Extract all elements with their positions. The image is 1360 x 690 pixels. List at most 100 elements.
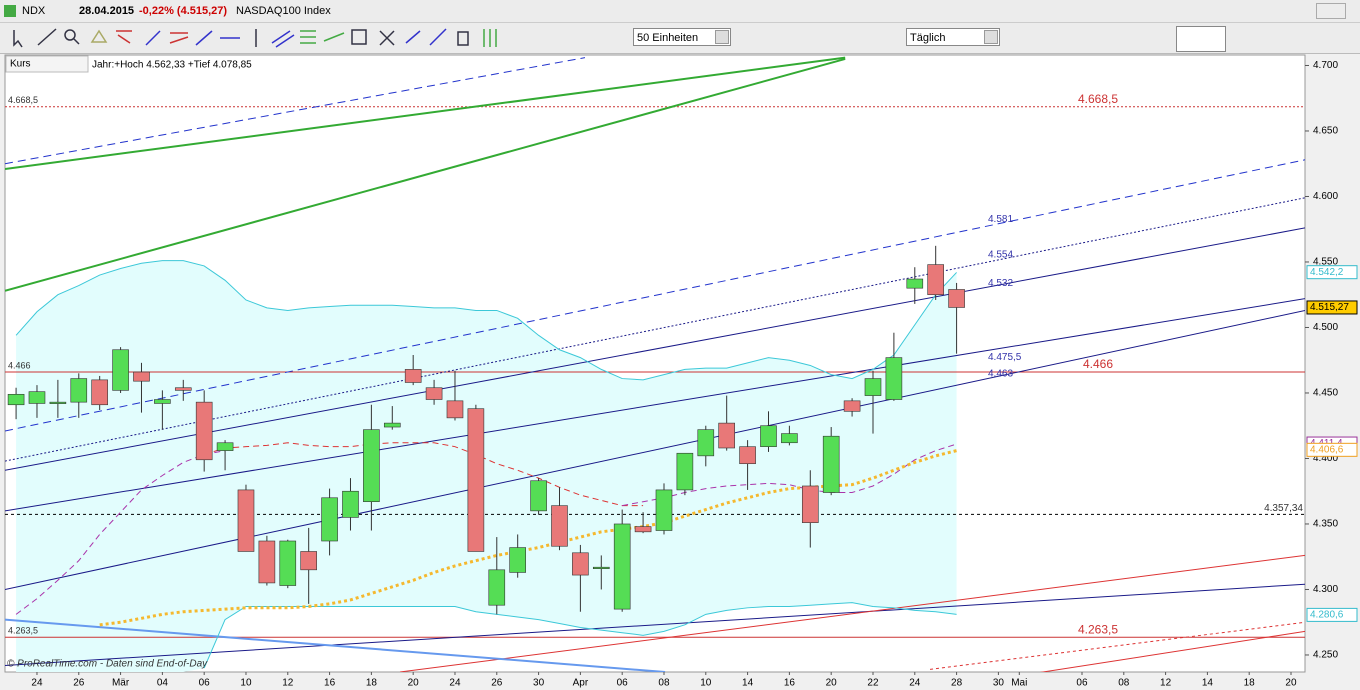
plot: 4.668,5 4.668,5 4.466 4.466 4.357,34 4.263,5 4… xyxy=(5,56,1305,672)
candle-body xyxy=(7,393,25,406)
candle-body xyxy=(509,547,526,573)
trend-line xyxy=(5,159,1305,432)
x-tick-label: 26 xyxy=(491,678,503,689)
level-label: 4.466 xyxy=(8,360,31,370)
y-tick-label: 4.700 xyxy=(1313,60,1338,71)
x-tick-label: 18 xyxy=(1244,678,1256,689)
drawing-tools[interactable] xyxy=(0,23,520,53)
candle-body xyxy=(28,391,46,404)
axis-tag-label: 4.406,6 xyxy=(1310,444,1344,455)
channel-label: 4.475,5 xyxy=(988,352,1022,363)
candle-body xyxy=(718,422,735,449)
x-tick-label: 28 xyxy=(951,678,963,689)
x-tick-label: 20 xyxy=(1285,678,1297,689)
candle-body xyxy=(551,505,568,547)
candle-body xyxy=(363,429,380,503)
y-tick-label: 4.600 xyxy=(1313,191,1338,202)
candle-body xyxy=(154,399,171,404)
level-label: 4.263,5 xyxy=(1078,622,1118,636)
candle-body xyxy=(237,489,255,552)
indicator-line xyxy=(204,442,644,507)
candle-body xyxy=(885,357,903,400)
candle-body xyxy=(300,551,317,571)
x-tick-label: 14 xyxy=(1202,678,1214,689)
x-tick-label: 24 xyxy=(449,678,461,689)
x-tick-label: 10 xyxy=(700,678,712,689)
x-tick-label: 12 xyxy=(282,678,294,689)
level-label: 4.263,5 xyxy=(8,626,38,636)
channel-label: 4.463 xyxy=(988,369,1013,380)
x-tick-label: 08 xyxy=(658,678,670,689)
candle-body xyxy=(927,264,944,296)
x-tick-label: 26 xyxy=(73,678,85,689)
footer: © ProRealTime.com - Daten sind End-of-Da… xyxy=(7,659,208,670)
candle-body xyxy=(530,480,547,512)
candle-body xyxy=(321,497,338,542)
indicator-line xyxy=(15,260,957,381)
x-tick-label: 14 xyxy=(742,678,754,689)
y-tick-label: 4.250 xyxy=(1313,650,1338,661)
candle-body xyxy=(174,387,192,391)
indicator-button[interactable] xyxy=(1176,26,1226,52)
toolbar: 50 Einheiten Täglich xyxy=(0,23,1360,54)
candle-body xyxy=(906,278,924,289)
candle-body xyxy=(488,569,506,606)
units-dropdown[interactable]: 50 Einheiten xyxy=(633,28,731,46)
candle-body xyxy=(634,526,652,533)
level-label: 4.668,5 xyxy=(8,95,38,105)
x-tick-label: 12 xyxy=(1160,678,1172,689)
y-tick-label: 4.400 xyxy=(1313,453,1338,464)
trend-line xyxy=(5,298,1305,512)
trend-line xyxy=(5,309,1305,590)
candle-body xyxy=(383,422,401,428)
date: 28.04.2015 xyxy=(79,5,135,17)
change: -0,22% (4.515,27) xyxy=(139,5,228,17)
x-tick-label: Mär xyxy=(112,678,130,689)
candle-body xyxy=(216,442,234,451)
candle-body xyxy=(948,289,965,308)
x-tick-label: Mai xyxy=(1011,678,1027,689)
trend-line xyxy=(5,227,1305,471)
x-tick-label: 06 xyxy=(617,678,629,689)
title-bar: NDX 28.04.2015 -0,22% (4.515,27) NASDAQ1… xyxy=(0,0,1360,23)
candle-body xyxy=(91,379,108,406)
axis-tag xyxy=(1306,300,1358,315)
candle-body xyxy=(258,540,276,584)
x-tick-label: Apr xyxy=(573,678,589,689)
interval-dropdown[interactable]: Täglich xyxy=(906,28,1000,46)
trend-line xyxy=(5,618,666,672)
candle-body xyxy=(195,401,213,461)
x-tick-label: 06 xyxy=(1076,678,1088,689)
x-tick-label: 30 xyxy=(993,678,1005,689)
candle-body xyxy=(697,429,715,457)
candle-body xyxy=(446,400,464,419)
panel-tab[interactable] xyxy=(5,55,89,73)
y-tick-label: 4.550 xyxy=(1313,257,1338,268)
candle-body xyxy=(70,378,88,403)
candle-body xyxy=(739,446,756,465)
axis-tag-label: 4.542,2 xyxy=(1310,267,1344,278)
candle-body xyxy=(781,433,798,444)
instrument-name: NASDAQ100 Index xyxy=(236,5,331,17)
window-buttons[interactable] xyxy=(1316,3,1346,19)
candle-body xyxy=(467,408,485,552)
band-fill xyxy=(16,260,957,672)
trend-line xyxy=(399,554,1305,672)
axis-tag xyxy=(1306,265,1358,280)
channel-label: 4.581 xyxy=(988,214,1013,225)
x-tick-label: 08 xyxy=(1118,678,1130,689)
level-label: 4.668,5 xyxy=(1078,92,1118,106)
axis-tag-label: 4.280,6 xyxy=(1310,610,1344,621)
level-label: 4.466 xyxy=(1083,357,1113,371)
trend-line xyxy=(5,197,1305,462)
channel-label: 4.532 xyxy=(988,278,1013,289)
panel-name: Kurs xyxy=(10,59,31,70)
units: 50 Einheiten xyxy=(637,32,699,44)
y-tick-label: 4.300 xyxy=(1313,584,1338,595)
candle-body xyxy=(49,401,67,404)
x-tick-label: 30 xyxy=(533,678,545,689)
trend-line xyxy=(5,57,586,165)
trend-line xyxy=(1039,630,1305,672)
axis-tag xyxy=(1306,607,1358,622)
